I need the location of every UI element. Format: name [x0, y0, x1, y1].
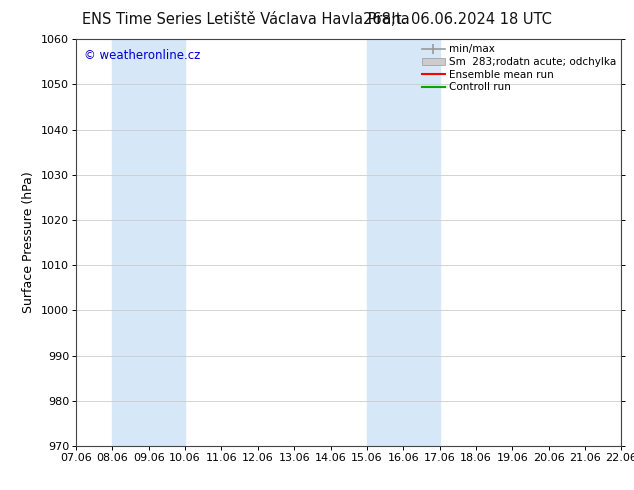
Bar [621, 39, 634, 446]
Bar [367, 39, 439, 446]
Y-axis label: Surface Pressure (hPa): Surface Pressure (hPa) [22, 172, 36, 314]
Legend: min/max, Sm  283;rodatn acute; odchylka, Ensemble mean run, Controll run: min/max, Sm 283;rodatn acute; odchylka, … [420, 42, 618, 94]
Text: 268;t. 06.06.2024 18 UTC: 268;t. 06.06.2024 18 UTC [363, 12, 552, 27]
Bar [112, 39, 185, 446]
Text: ENS Time Series Letiště Václava Havla Praha: ENS Time Series Letiště Václava Havla Pr… [82, 12, 410, 27]
Text: © weatheronline.cz: © weatheronline.cz [84, 49, 200, 62]
